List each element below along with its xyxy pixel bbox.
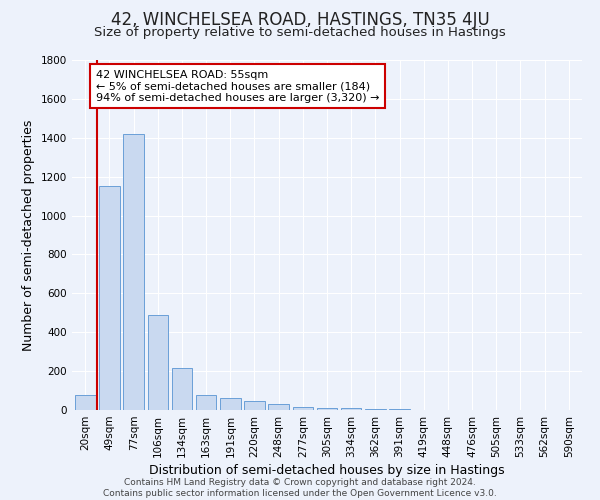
Text: Size of property relative to semi-detached houses in Hastings: Size of property relative to semi-detach…: [94, 26, 506, 39]
Bar: [268, 404, 289, 410]
Bar: [317, 408, 337, 410]
Bar: [196, 395, 217, 410]
Bar: [172, 368, 192, 410]
Text: 42 WINCHELSEA ROAD: 55sqm
← 5% of semi-detached houses are smaller (184)
94% of : 42 WINCHELSEA ROAD: 55sqm ← 5% of semi-d…: [95, 70, 379, 103]
Bar: [220, 398, 241, 410]
Bar: [99, 186, 120, 410]
Bar: [148, 314, 168, 410]
Bar: [293, 406, 313, 410]
X-axis label: Distribution of semi-detached houses by size in Hastings: Distribution of semi-detached houses by …: [149, 464, 505, 477]
Bar: [365, 409, 386, 410]
Bar: [75, 396, 95, 410]
Bar: [124, 134, 144, 410]
Y-axis label: Number of semi-detached properties: Number of semi-detached properties: [22, 120, 35, 350]
Text: 42, WINCHELSEA ROAD, HASTINGS, TN35 4JU: 42, WINCHELSEA ROAD, HASTINGS, TN35 4JU: [110, 11, 490, 29]
Bar: [244, 400, 265, 410]
Text: Contains HM Land Registry data © Crown copyright and database right 2024.
Contai: Contains HM Land Registry data © Crown c…: [103, 478, 497, 498]
Bar: [341, 408, 361, 410]
